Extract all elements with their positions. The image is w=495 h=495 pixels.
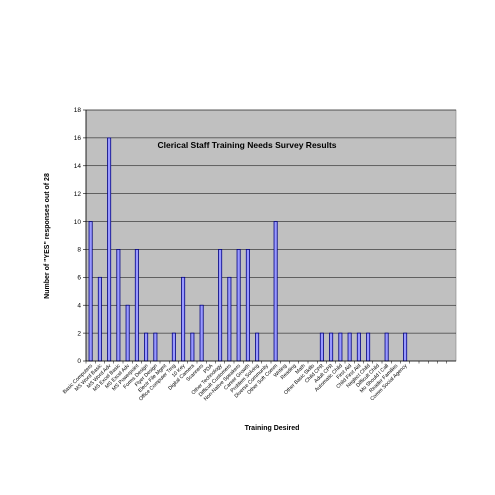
bar — [107, 137, 112, 362]
y-tick-label: 14 — [74, 163, 82, 170]
bar — [153, 332, 158, 362]
y-tick-label: 16 — [74, 135, 82, 142]
chart-title: Clerical Staff Training Needs Survey Res… — [157, 140, 336, 150]
bar — [171, 332, 176, 362]
bar — [125, 304, 130, 362]
x-axis-title: Training Desired — [245, 425, 300, 432]
bar — [384, 332, 389, 362]
bar — [116, 249, 121, 362]
y-tick-label: 2 — [77, 330, 81, 337]
y-tick-label: 0 — [77, 358, 81, 365]
bar — [227, 276, 232, 362]
y-tick-label: 12 — [74, 191, 82, 198]
bar — [88, 221, 93, 362]
bar — [245, 249, 250, 362]
y-axis-title: Number of "YES" responses out of 28 — [44, 173, 51, 299]
bar — [329, 332, 334, 362]
y-tick-label: 18 — [74, 107, 82, 114]
bar — [255, 332, 260, 362]
bar — [144, 332, 149, 362]
bar — [403, 332, 408, 362]
plot-area — [85, 109, 457, 362]
bar — [338, 332, 343, 362]
bar — [134, 249, 139, 362]
bar — [190, 332, 195, 362]
bar — [199, 304, 204, 362]
bar — [273, 221, 278, 362]
bars — [88, 137, 408, 362]
bar — [236, 249, 241, 362]
y-tick-label: 4 — [77, 302, 81, 309]
bar — [347, 332, 352, 362]
bar — [218, 249, 223, 362]
y-tick-labels: 0 2 4 6 8 10 12 14 16 18 — [74, 107, 86, 365]
bar — [366, 332, 371, 362]
bar — [97, 276, 102, 362]
bar — [319, 332, 324, 362]
bar — [356, 332, 361, 362]
y-tick-label: 6 — [77, 275, 81, 282]
bar — [181, 276, 186, 362]
y-tick-label: 8 — [77, 247, 81, 254]
y-tick-label: 10 — [74, 219, 82, 226]
